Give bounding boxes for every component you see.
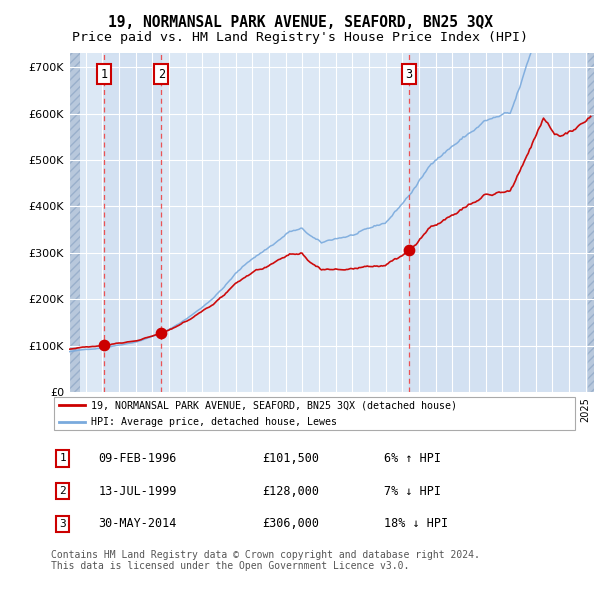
Text: £101,500: £101,500: [262, 452, 319, 465]
Text: HPI: Average price, detached house, Lewes: HPI: Average price, detached house, Lewe…: [91, 417, 337, 427]
Text: 2: 2: [158, 67, 165, 80]
Point: [157, 328, 166, 337]
Bar: [409, 53, 587, 392]
Text: 30-MAY-2014: 30-MAY-2014: [98, 517, 177, 530]
Text: 1: 1: [100, 67, 107, 80]
Point: [99, 340, 109, 350]
Text: Price paid vs. HM Land Registry's House Price Index (HPI): Price paid vs. HM Land Registry's House …: [72, 31, 528, 44]
Bar: [104, 53, 161, 392]
Text: 09-FEB-1996: 09-FEB-1996: [98, 452, 177, 465]
Text: 19, NORMANSAL PARK AVENUE, SEAFORD, BN25 3QX: 19, NORMANSAL PARK AVENUE, SEAFORD, BN25…: [107, 15, 493, 30]
Text: 6% ↑ HPI: 6% ↑ HPI: [383, 452, 440, 465]
Bar: [69, 53, 80, 392]
Text: Contains HM Land Registry data © Crown copyright and database right 2024.
This d: Contains HM Land Registry data © Crown c…: [51, 550, 480, 572]
Bar: [587, 53, 595, 392]
Text: £306,000: £306,000: [262, 517, 319, 530]
Text: 3: 3: [59, 519, 66, 529]
Bar: [587, 53, 595, 392]
Text: 13-JUL-1999: 13-JUL-1999: [98, 484, 177, 498]
Text: 1: 1: [59, 454, 66, 463]
Point: [404, 245, 414, 255]
Text: 18% ↓ HPI: 18% ↓ HPI: [383, 517, 448, 530]
FancyBboxPatch shape: [53, 396, 575, 431]
Text: 7% ↓ HPI: 7% ↓ HPI: [383, 484, 440, 498]
Bar: [69, 53, 80, 392]
Text: £128,000: £128,000: [262, 484, 319, 498]
Text: 3: 3: [406, 67, 413, 80]
Text: 19, NORMANSAL PARK AVENUE, SEAFORD, BN25 3QX (detached house): 19, NORMANSAL PARK AVENUE, SEAFORD, BN25…: [91, 400, 457, 410]
Text: 2: 2: [59, 486, 66, 496]
